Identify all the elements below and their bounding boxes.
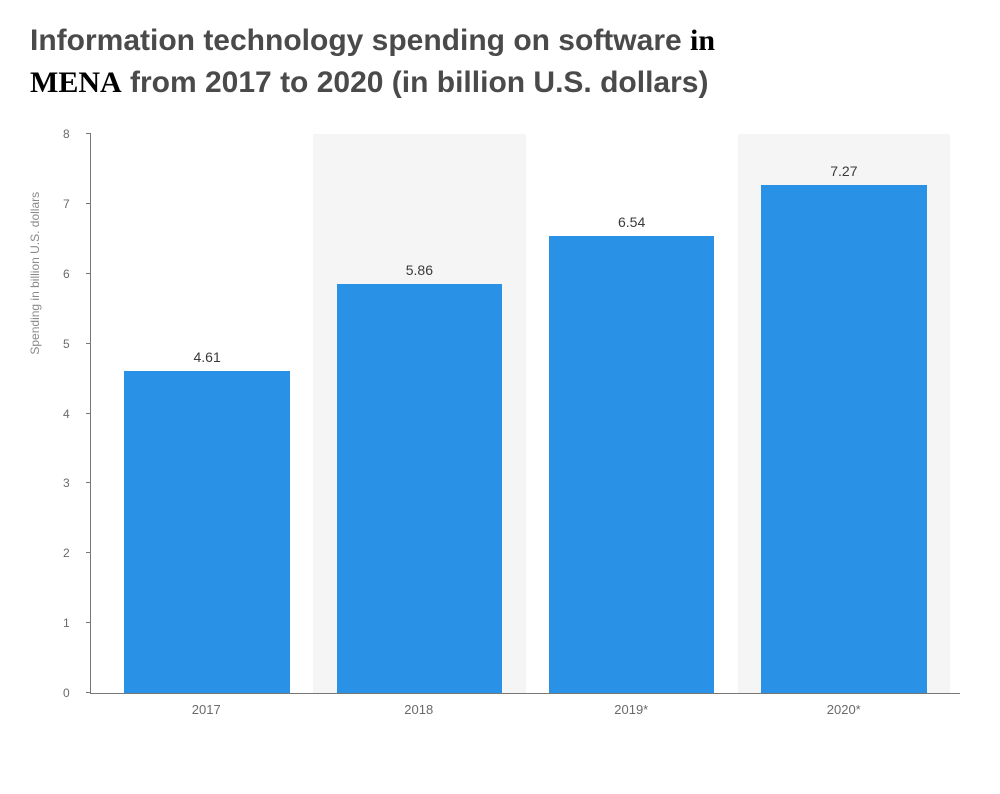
bars-group: 4.61 5.86 6.54 7.27 (91, 134, 960, 693)
title-in: in (690, 24, 715, 57)
y-tick-mark (86, 552, 91, 553)
chart-area: Spending in billion U.S. dollars 4.615.8… (90, 134, 960, 724)
y-tick-label: 7 (63, 197, 70, 211)
x-axis-label: 2018 (313, 702, 526, 717)
y-tick-mark (86, 203, 91, 204)
y-tick-label: 5 (63, 337, 70, 351)
bar: 7.27 (761, 185, 927, 693)
bar-value-label: 6.54 (618, 214, 645, 230)
y-axis-label: Spending in billion U.S. dollars (28, 192, 42, 355)
chart-title: Information technology spending on softw… (20, 20, 970, 104)
y-tick-mark (86, 692, 91, 693)
bar-slot: 5.86 (313, 134, 525, 693)
y-tick-mark (86, 133, 91, 134)
x-axis-label: 2019* (525, 702, 738, 717)
y-tick-mark (86, 413, 91, 414)
bar: 6.54 (549, 236, 715, 693)
y-tick-label: 3 (63, 476, 70, 490)
x-axis-label: 2020* (738, 702, 951, 717)
bar-slot: 4.61 (101, 134, 313, 693)
y-tick-mark (86, 482, 91, 483)
bar: 5.86 (337, 284, 503, 693)
title-mena: MENA (30, 66, 122, 99)
title-line2-rest: from 2017 to 2020 (in billion U.S. dolla… (122, 66, 709, 99)
bar-value-label: 7.27 (830, 163, 857, 179)
plot-area: 4.615.866.547.27 012345678 (90, 134, 960, 694)
y-tick-label: 2 (63, 546, 70, 560)
y-tick-label: 4 (63, 407, 70, 421)
y-tick-label: 1 (63, 616, 70, 630)
y-tick-label: 8 (63, 127, 70, 141)
y-tick-mark (86, 343, 91, 344)
title-line1-pre: Information technology spending on softw… (30, 24, 690, 57)
chart-container: Information technology spending on softw… (0, 0, 1000, 744)
y-tick-label: 0 (63, 686, 70, 700)
x-axis-label: 2017 (100, 702, 313, 717)
bar: 4.61 (124, 371, 290, 693)
y-tick-label: 6 (63, 267, 70, 281)
bar-value-label: 4.61 (193, 349, 220, 365)
y-tick-mark (86, 273, 91, 274)
y-tick-mark (86, 622, 91, 623)
bar-value-label: 5.86 (406, 262, 433, 278)
bar-slot: 7.27 (738, 134, 950, 693)
bar-slot: 6.54 (526, 134, 738, 693)
x-axis-labels: 201720182019*2020* (90, 694, 960, 717)
